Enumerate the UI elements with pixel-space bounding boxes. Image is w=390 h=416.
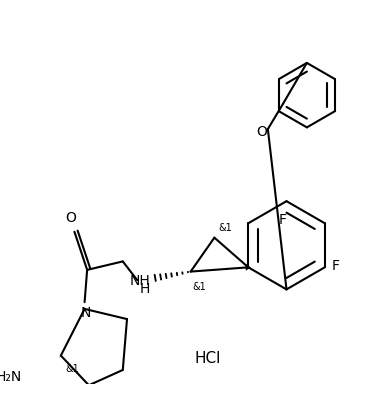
- Text: H₂N: H₂N: [0, 370, 22, 384]
- Text: HCl: HCl: [195, 351, 221, 366]
- Text: &1: &1: [219, 223, 232, 233]
- Text: O: O: [66, 211, 76, 225]
- Text: O: O: [257, 125, 268, 139]
- Text: &1: &1: [65, 364, 79, 374]
- Polygon shape: [246, 264, 251, 271]
- Text: F: F: [332, 259, 340, 272]
- Text: NH: NH: [129, 274, 150, 288]
- Text: &1: &1: [192, 282, 206, 292]
- Text: N: N: [81, 306, 92, 320]
- Text: F: F: [279, 213, 287, 227]
- Text: H: H: [140, 282, 150, 296]
